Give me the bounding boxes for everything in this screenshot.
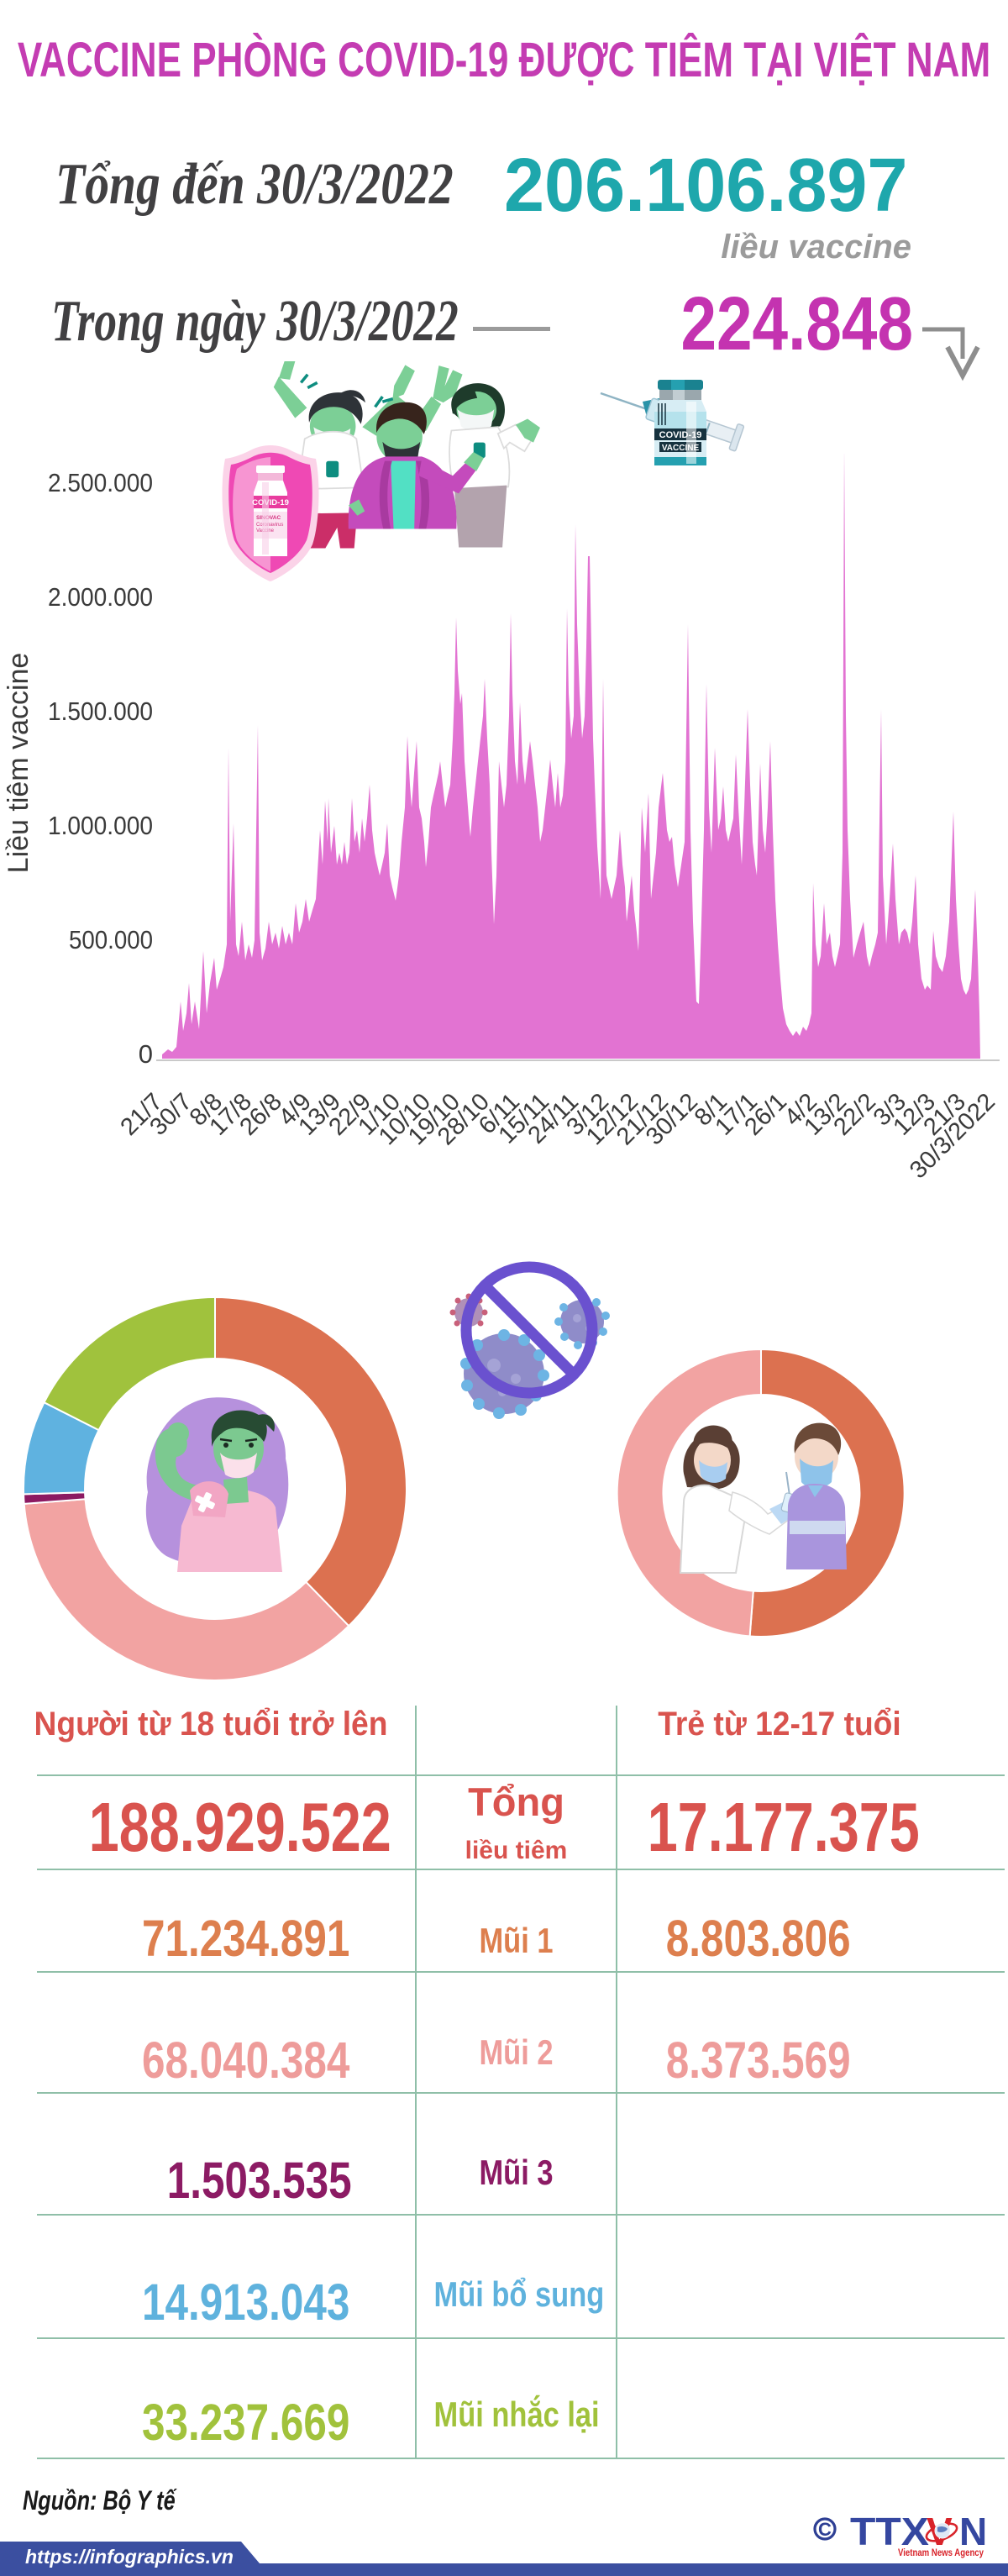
svg-text:Liều tiêm vaccine: Liều tiêm vaccine — [3, 653, 34, 874]
svg-text:TTX: TTX — [850, 2510, 929, 2553]
svg-text:COVID-19: COVID-19 — [252, 498, 289, 507]
svg-text:VACCINE: VACCINE — [662, 444, 700, 453]
svg-text:Vietnam News Agency: Vietnam News Agency — [898, 2548, 984, 2558]
svg-text:0: 0 — [139, 1039, 153, 1069]
svg-text:1.500.000: 1.500.000 — [48, 697, 153, 726]
svg-text:2.500.000: 2.500.000 — [48, 468, 153, 497]
svg-text:500.000: 500.000 — [69, 925, 153, 954]
svg-text:2.000.000: 2.000.000 — [48, 582, 153, 612]
svg-text:N: N — [959, 2510, 987, 2553]
svg-text:Coronavirus: Coronavirus — [256, 523, 283, 528]
svg-text:C: C — [818, 2519, 832, 2540]
svg-text:1.000.000: 1.000.000 — [48, 811, 153, 840]
svg-text:https://infographics.vn: https://infographics.vn — [25, 2546, 234, 2568]
